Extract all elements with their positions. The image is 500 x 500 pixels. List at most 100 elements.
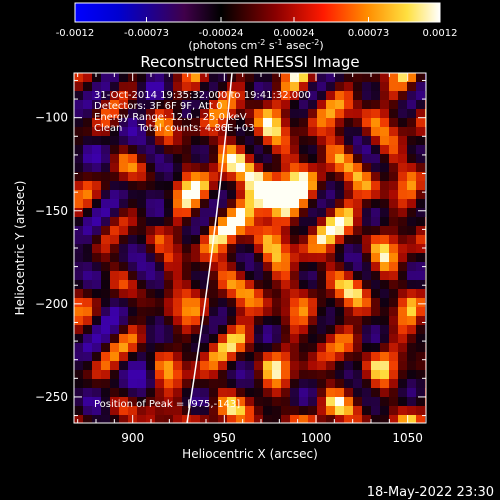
heatmap-pixel	[236, 352, 245, 361]
heatmap-pixel	[128, 262, 137, 271]
heatmap-pixel	[371, 361, 380, 370]
heatmap-pixel	[191, 262, 200, 271]
heatmap-pixel	[362, 208, 371, 217]
heatmap-pixel	[182, 325, 191, 334]
heatmap-pixel	[263, 316, 272, 325]
heatmap-pixel	[353, 244, 362, 253]
image-title: Reconstructed RHESSI Image	[140, 53, 359, 71]
heatmap-pixel	[137, 415, 146, 423]
info-line-detectors: Detectors: 3F 6F 9F, Att 0	[94, 101, 222, 112]
heatmap-pixel	[74, 154, 83, 163]
heatmap-pixel	[83, 379, 92, 388]
heatmap-pixel	[371, 316, 380, 325]
heatmap-pixel	[380, 154, 389, 163]
heatmap-pixel	[110, 361, 119, 370]
heatmap-pixel	[290, 253, 299, 262]
heatmap-pixel	[254, 226, 263, 235]
heatmap-pixel	[209, 361, 218, 370]
heatmap-pixel	[227, 262, 236, 271]
heatmap-pixel	[128, 307, 137, 316]
heatmap-pixel	[299, 235, 308, 244]
heatmap-pixel	[128, 379, 137, 388]
colorbar-tick-label: -0.0012	[56, 28, 95, 39]
heatmap-pixel	[110, 136, 119, 145]
heatmap-pixel	[83, 334, 92, 343]
heatmap-pixel	[200, 235, 209, 244]
heatmap-pixel	[164, 298, 173, 307]
x-axis: 900 950 1000 1050	[77, 73, 427, 445]
heatmap-pixel	[137, 316, 146, 325]
heatmap-pixel	[218, 226, 227, 235]
heatmap-pixel	[164, 235, 173, 244]
heatmap-pixel	[335, 280, 344, 289]
heatmap-pixel	[119, 298, 128, 307]
heatmap-pixel	[263, 415, 272, 423]
heatmap-pixel	[119, 244, 128, 253]
heatmap-pixel	[317, 361, 326, 370]
heatmap-pixel	[218, 415, 227, 423]
heatmap-pixel	[353, 73, 362, 82]
heatmap-pixel	[299, 307, 308, 316]
heatmap-pixel	[407, 118, 416, 127]
heatmap-pixel	[398, 235, 407, 244]
heatmap-pixel	[407, 280, 416, 289]
heatmap-pixel	[371, 82, 380, 91]
heatmap-pixel	[209, 172, 218, 181]
heatmap-pixel	[191, 199, 200, 208]
heatmap-pixel	[83, 73, 92, 82]
heatmap-pixel	[263, 361, 272, 370]
heatmap-pixel	[362, 181, 371, 190]
heatmap-pixel	[119, 235, 128, 244]
heatmap-pixel	[380, 334, 389, 343]
heatmap-pixel	[263, 136, 272, 145]
heatmap-pixel	[164, 199, 173, 208]
heatmap-pixel	[182, 109, 191, 118]
colorbar-tick-label: 0.0012	[423, 28, 458, 39]
heatmap-pixel	[317, 73, 326, 82]
heatmap-pixel	[326, 298, 335, 307]
heatmap-pixel	[92, 307, 101, 316]
heatmap-pixel	[146, 262, 155, 271]
heatmap-pixel	[227, 415, 236, 423]
heatmap-pixel	[218, 298, 227, 307]
heatmap-pixel	[110, 325, 119, 334]
heatmap-pixel	[110, 397, 119, 406]
heatmap-pixel	[146, 181, 155, 190]
heatmap-pixel	[74, 415, 83, 423]
heatmap-pixel	[218, 289, 227, 298]
heatmap-pixel	[245, 262, 254, 271]
heatmap-pixel	[272, 352, 281, 361]
heatmap-pixel	[200, 343, 209, 352]
heatmap-pixel	[110, 154, 119, 163]
heatmap-pixel	[155, 325, 164, 334]
heatmap-pixel	[155, 379, 164, 388]
heatmap-pixel	[326, 235, 335, 244]
heatmap-pixel	[146, 217, 155, 226]
heatmap-pixel	[371, 352, 380, 361]
heatmap-pixel	[344, 289, 353, 298]
heatmap-pixel	[416, 208, 425, 217]
heatmap-pixel	[317, 388, 326, 397]
y-axis: −100−150−200−250	[35, 79, 426, 417]
heatmap-pixel	[326, 370, 335, 379]
heatmap-pixel	[371, 172, 380, 181]
heatmap-pixel	[74, 289, 83, 298]
heatmap-pixel	[209, 190, 218, 199]
heatmap-pixel	[335, 145, 344, 154]
heatmap-pixel	[209, 316, 218, 325]
heatmap-pixel	[272, 415, 281, 423]
heatmap-pixel	[308, 244, 317, 253]
heatmap-pixel	[353, 181, 362, 190]
x-axis-tick-label: 1050	[392, 431, 423, 445]
heatmap-pixel	[344, 226, 353, 235]
heatmap-pixel	[128, 253, 137, 262]
heatmap-pixel	[317, 325, 326, 334]
heatmap-pixel	[335, 289, 344, 298]
heatmap-pixel	[245, 190, 254, 199]
heatmap-pixel	[416, 118, 425, 127]
heatmap-pixel	[407, 262, 416, 271]
heatmap-pixel	[74, 280, 83, 289]
heatmap-pixel	[389, 397, 398, 406]
heatmap-pixel	[101, 253, 110, 262]
